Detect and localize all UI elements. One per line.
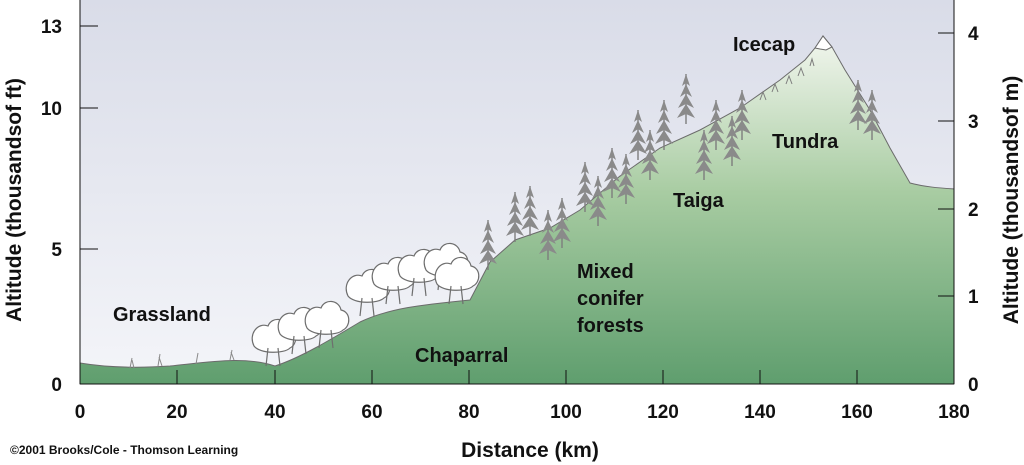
x-tick-label-120: 120 bbox=[647, 402, 679, 423]
copyright-credit: ©2001 Brooks/Cole - Thomson Learning bbox=[10, 443, 238, 457]
right-tick-label-2: 2 bbox=[968, 200, 979, 221]
x-tick-label-60: 60 bbox=[361, 402, 382, 423]
x-tick-label-140: 140 bbox=[744, 402, 776, 423]
x-tick-label-20: 20 bbox=[166, 402, 187, 423]
zone-label-mixed-line-1: Mixed bbox=[577, 261, 634, 283]
x-axis-title: Distance (km) bbox=[461, 439, 599, 462]
zone-label-taiga: Taiga bbox=[673, 190, 725, 212]
right-tick-label-1: 1 bbox=[968, 287, 979, 308]
left-tick-label-0: 0 bbox=[51, 375, 62, 396]
right-tick-label-0: 0 bbox=[968, 375, 979, 396]
left-axis-ticks: 0 5 10 13 bbox=[41, 17, 98, 396]
right-tick-label-3: 3 bbox=[968, 112, 979, 133]
right-axis-ticks: 0 1 2 3 4 bbox=[938, 24, 979, 396]
x-tick-label-0: 0 bbox=[75, 402, 86, 423]
icecap-cap bbox=[814, 35, 833, 51]
x-tick-label-100: 100 bbox=[550, 402, 582, 423]
zone-label-mixed-line-2: conifer bbox=[577, 288, 644, 310]
tundra-vegetation bbox=[759, 57, 815, 101]
zone-label-grassland: Grassland bbox=[113, 304, 211, 326]
right-axis-title: Altitude (thousandsof m) bbox=[1000, 76, 1023, 324]
x-tick-label-80: 80 bbox=[458, 402, 479, 423]
x-tick-label-180: 180 bbox=[938, 402, 970, 423]
x-tick-label-160: 160 bbox=[841, 402, 873, 423]
grass-tufts bbox=[129, 349, 235, 369]
left-tick-label-5: 5 bbox=[51, 240, 62, 261]
right-tick-label-4: 4 bbox=[968, 24, 979, 45]
zone-label-icecap: Icecap bbox=[733, 34, 795, 56]
zone-label-mixed-line-3: forests bbox=[577, 315, 644, 337]
x-tick-label-40: 40 bbox=[264, 402, 285, 423]
left-tick-label-13: 13 bbox=[41, 17, 62, 38]
x-axis-ticks: 0 20 40 60 80 100 120 140 160 180 bbox=[75, 370, 970, 423]
zone-label-tundra: Tundra bbox=[772, 131, 839, 153]
left-axis-title: Altitude (thousandsof ft) bbox=[3, 78, 26, 322]
left-tick-label-10: 10 bbox=[41, 99, 62, 120]
zone-label-chaparral: Chaparral bbox=[415, 345, 508, 367]
